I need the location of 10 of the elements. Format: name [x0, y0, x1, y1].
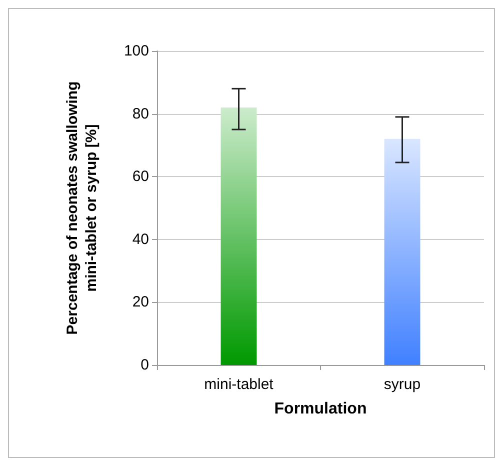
x-tick-label: mini-tablet [204, 376, 274, 393]
y-tick-label: 20 [132, 294, 149, 311]
y-tick-label: 80 [132, 105, 149, 122]
x-tick-label: syrup [384, 376, 421, 393]
y-tick-label: 100 [124, 42, 149, 60]
y-tick-label: 40 [132, 230, 149, 248]
y-axis-title: Percentage of neonates swallowing mini-tablet or syrup [%] [64, 81, 100, 335]
y-tick-label: 0 [140, 356, 149, 374]
x-axis-title: Formulation [274, 400, 367, 418]
y-tick-label: 60 [132, 168, 149, 186]
